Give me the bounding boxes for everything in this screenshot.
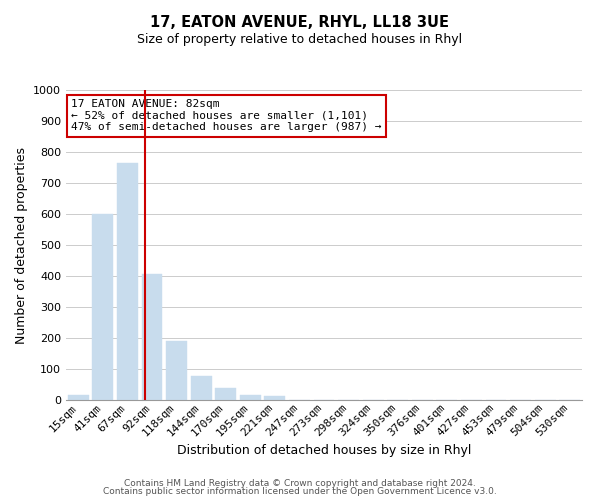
Bar	[166, 341, 187, 400]
Text: Contains public sector information licensed under the Open Government Licence v3: Contains public sector information licen…	[103, 487, 497, 496]
Bar	[215, 388, 236, 400]
Bar	[92, 214, 113, 400]
Text: 17 EATON AVENUE: 82sqm
← 52% of detached houses are smaller (1,101)
47% of semi-: 17 EATON AVENUE: 82sqm ← 52% of detached…	[71, 100, 382, 132]
Text: Size of property relative to detached houses in Rhyl: Size of property relative to detached ho…	[137, 32, 463, 46]
Bar	[240, 396, 261, 400]
Bar	[191, 376, 212, 400]
Text: 17, EATON AVENUE, RHYL, LL18 3UE: 17, EATON AVENUE, RHYL, LL18 3UE	[151, 15, 449, 30]
Y-axis label: Number of detached properties: Number of detached properties	[14, 146, 28, 344]
Bar	[265, 396, 286, 400]
Bar	[117, 163, 138, 400]
Text: Contains HM Land Registry data © Crown copyright and database right 2024.: Contains HM Land Registry data © Crown c…	[124, 478, 476, 488]
Bar	[68, 396, 89, 400]
Bar	[142, 274, 163, 400]
X-axis label: Distribution of detached houses by size in Rhyl: Distribution of detached houses by size …	[177, 444, 471, 457]
